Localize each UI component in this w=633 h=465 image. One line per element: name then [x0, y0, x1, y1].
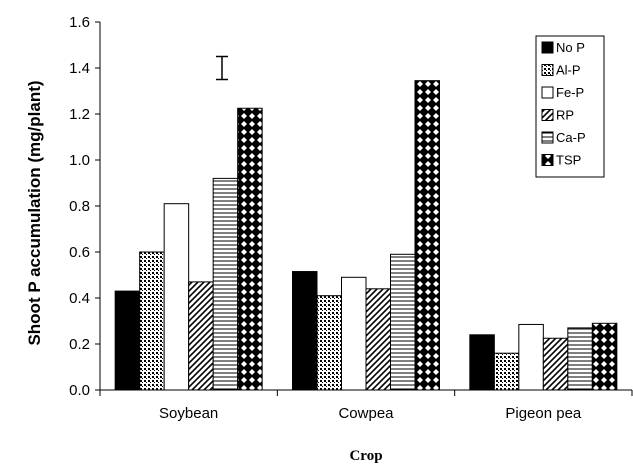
y-tick-label: 1.4 [69, 60, 90, 77]
bar [414, 80, 440, 391]
legend-box [535, 35, 605, 178]
y-axis: 0.0 0.2 0.4 0.6 0.8 1.0 1.2 1.4 1.6 [69, 14, 101, 399]
y-axis-label: Shoot P accumulation (mg/plant) [25, 80, 44, 345]
bar [212, 177, 239, 391]
legend-label: No P [556, 40, 585, 55]
x-tick-label: Soybean [159, 405, 218, 422]
x-tick-label: Cowpea [338, 405, 394, 422]
legend-label: Fe-P [556, 85, 584, 100]
x-axis: Soybean Cowpea Pigeon pea [99, 389, 633, 422]
bar [518, 323, 544, 391]
bar [237, 107, 263, 391]
legend-label: Al-P [556, 63, 581, 78]
y-tick-label: 0.0 [69, 382, 90, 399]
bar [292, 271, 318, 391]
y-tick-label: 0.4 [69, 290, 90, 307]
legend: No P Al-P Fe-P RP Ca-P TSP [535, 35, 605, 178]
y-tick-label: 0.2 [69, 336, 90, 353]
legend-swatch [541, 64, 554, 76]
legend-swatch [541, 131, 554, 144]
bar [316, 295, 342, 391]
legend-label: Ca-P [556, 130, 586, 145]
legend-label: TSP [556, 153, 581, 168]
bar [567, 327, 593, 391]
bar [341, 276, 367, 391]
y-tick-label: 1.0 [69, 152, 90, 169]
legend-swatch [541, 86, 554, 99]
bar [188, 281, 214, 391]
y-tick-label: 1.2 [69, 106, 90, 123]
bars [114, 80, 618, 391]
bar [163, 203, 190, 391]
legend-label: RP [556, 108, 574, 123]
y-tick-label: 0.8 [69, 198, 90, 215]
bar [591, 322, 618, 391]
bar [114, 290, 141, 391]
legend-swatch [541, 41, 554, 54]
y-tick-label: 0.6 [69, 244, 90, 261]
x-tick-label: Pigeon pea [505, 405, 582, 422]
x-axis-label: Crop [349, 448, 382, 464]
legend-swatch [541, 109, 554, 121]
bar [542, 337, 569, 391]
legend-swatch [541, 154, 554, 166]
bar [493, 352, 520, 391]
bar [469, 334, 495, 391]
y-tick-label: 1.6 [69, 14, 90, 31]
bar [390, 253, 416, 391]
error-bar [216, 55, 228, 81]
bar [139, 251, 165, 391]
bar [365, 288, 391, 391]
